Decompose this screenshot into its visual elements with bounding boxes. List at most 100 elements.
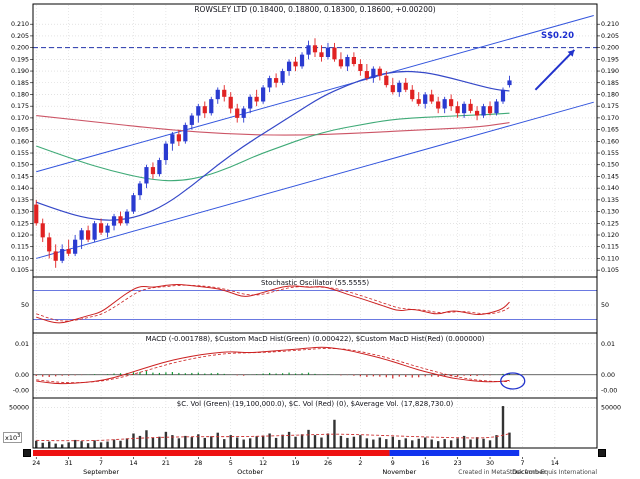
date-label: 24 bbox=[32, 460, 40, 467]
volume-bar bbox=[501, 406, 505, 448]
volume-bar bbox=[184, 435, 187, 448]
volume-bar bbox=[112, 439, 116, 448]
date-label: 31 bbox=[65, 460, 73, 467]
candlestick bbox=[228, 96, 233, 109]
candlestick bbox=[118, 216, 123, 224]
volume-bar bbox=[339, 435, 343, 448]
volume-bar bbox=[190, 437, 194, 448]
scroll-left-button[interactable] bbox=[23, 449, 31, 457]
macd-signal-line bbox=[36, 348, 510, 384]
candlestick bbox=[241, 108, 246, 118]
price-axis-label: 0.160 bbox=[11, 138, 29, 145]
volume-bar bbox=[223, 439, 226, 448]
volume-bar bbox=[177, 438, 181, 448]
price-axis-label: 0.170 bbox=[601, 115, 619, 122]
candlestick bbox=[293, 61, 298, 67]
price-axis-label: 0.210 bbox=[11, 21, 29, 28]
volume-bar bbox=[287, 431, 291, 448]
candlestick bbox=[312, 45, 318, 53]
candlestick bbox=[397, 82, 402, 93]
volume-bar bbox=[274, 437, 278, 448]
volume-bar bbox=[261, 435, 265, 448]
volume-bar bbox=[508, 432, 511, 448]
watermark: Created in MetaStock from Equis Internat… bbox=[458, 469, 597, 476]
price-axis-label: 0.110 bbox=[601, 255, 619, 262]
volume-bar bbox=[41, 442, 44, 448]
date-label: 12 bbox=[259, 460, 267, 467]
price-axis-label: 0.175 bbox=[601, 103, 619, 110]
date-label: 23 bbox=[454, 460, 462, 467]
price-axis-label: 0.170 bbox=[11, 115, 29, 122]
price-axis-label: 0.120 bbox=[601, 232, 619, 239]
volume-scale-multiplier: x103 bbox=[3, 432, 23, 444]
date-label: 26 bbox=[324, 460, 332, 467]
price-axis-label: 0.145 bbox=[601, 173, 619, 180]
candlestick bbox=[150, 167, 156, 175]
volume-bar bbox=[462, 435, 466, 448]
volume-bar bbox=[80, 441, 83, 448]
price-axis-label: 0.165 bbox=[11, 127, 29, 134]
candlestick bbox=[390, 85, 395, 93]
ma-red-line bbox=[36, 115, 510, 136]
volume-bar bbox=[60, 444, 64, 448]
multiplier-exponent: 3 bbox=[17, 433, 21, 439]
price-axis-label: 0.180 bbox=[11, 91, 29, 98]
volume-bar bbox=[138, 435, 142, 448]
date-label: 21 bbox=[162, 460, 170, 467]
candlestick bbox=[73, 239, 78, 254]
macd-axis-label: -0.00 bbox=[601, 387, 617, 394]
target-arrow bbox=[534, 49, 576, 91]
candlestick bbox=[254, 96, 259, 102]
volume-bar bbox=[352, 436, 356, 448]
stochastic-axis-label: 50 bbox=[21, 302, 29, 309]
volume-bar bbox=[320, 437, 323, 448]
candlestick bbox=[487, 106, 493, 114]
volume-bar bbox=[307, 429, 310, 448]
candlestick bbox=[157, 160, 162, 175]
volume-bar bbox=[346, 437, 349, 448]
volume-bar bbox=[210, 436, 213, 448]
average-volume-line bbox=[36, 433, 510, 442]
price-axis-label: 0.125 bbox=[11, 220, 29, 227]
price-axis-label: 0.205 bbox=[11, 33, 29, 40]
candlestick bbox=[436, 101, 441, 109]
macd-axis-label: 0.01 bbox=[601, 341, 615, 348]
volume-bar bbox=[125, 438, 129, 448]
price-axis-label: 0.135 bbox=[11, 197, 29, 204]
scroll-right-button[interactable] bbox=[598, 449, 606, 457]
volume-bar bbox=[145, 430, 148, 448]
date-label: 16 bbox=[421, 460, 429, 467]
candlestick bbox=[481, 106, 486, 116]
lower-channel-line bbox=[36, 101, 594, 259]
macd-axis-label: 0.00 bbox=[601, 372, 615, 379]
volume-bar bbox=[106, 441, 109, 448]
volume-bar bbox=[229, 435, 232, 448]
candlestick bbox=[462, 103, 467, 114]
volume-bar bbox=[365, 438, 369, 448]
volume-bar bbox=[281, 434, 284, 448]
candlestick bbox=[500, 89, 506, 102]
candlestick bbox=[345, 56, 350, 67]
candlestick bbox=[60, 249, 65, 261]
candlestick bbox=[98, 223, 104, 233]
price-axis-label: 0.135 bbox=[601, 197, 619, 204]
candlestick bbox=[358, 64, 363, 72]
volume-bar bbox=[398, 439, 401, 448]
volume-bar bbox=[417, 438, 420, 448]
price-axis-label: 0.155 bbox=[11, 150, 29, 157]
volume-bar bbox=[73, 439, 77, 448]
volume-bar bbox=[158, 436, 161, 448]
candlestick bbox=[364, 71, 369, 79]
candlestick bbox=[196, 106, 201, 116]
month-label: October bbox=[237, 468, 263, 476]
price-axis-label: 0.105 bbox=[601, 267, 619, 274]
candlestick bbox=[248, 96, 253, 109]
volume-bar bbox=[443, 439, 446, 448]
volume-bar bbox=[248, 438, 252, 448]
volume-bar bbox=[151, 437, 155, 448]
date-label: 5 bbox=[229, 460, 233, 467]
volume-bar bbox=[86, 443, 90, 448]
price-axis-label: 0.190 bbox=[601, 68, 619, 75]
chart-border bbox=[32, 3, 598, 449]
